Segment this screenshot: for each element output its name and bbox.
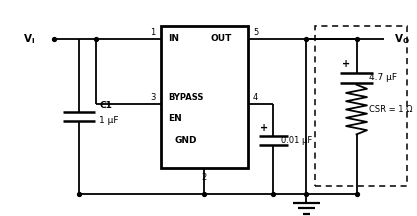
Text: CSR = 1 Ω: CSR = 1 Ω <box>369 105 412 114</box>
Text: BYPASS: BYPASS <box>168 93 203 102</box>
Text: $\mathbf{V_O}$: $\mathbf{V_O}$ <box>394 32 410 46</box>
Text: 3: 3 <box>150 93 156 102</box>
Text: 5: 5 <box>253 28 259 37</box>
Text: 0.01 μF: 0.01 μF <box>281 136 312 145</box>
Text: 2: 2 <box>202 173 207 182</box>
Text: OUT: OUT <box>210 34 232 43</box>
Bar <box>161 26 248 168</box>
Text: C1: C1 <box>99 101 112 110</box>
Text: +: + <box>342 59 350 69</box>
Bar <box>315 26 407 186</box>
Text: $\mathbf{V_I}$: $\mathbf{V_I}$ <box>23 32 35 46</box>
Text: EN: EN <box>168 114 182 123</box>
Text: 1: 1 <box>150 28 156 37</box>
Text: GND: GND <box>174 136 197 145</box>
Text: IN: IN <box>168 34 179 43</box>
Text: 1 μF: 1 μF <box>99 116 119 125</box>
Text: 4.7 μF: 4.7 μF <box>369 73 397 82</box>
Text: 4: 4 <box>253 93 259 102</box>
Text: +: + <box>260 123 268 133</box>
